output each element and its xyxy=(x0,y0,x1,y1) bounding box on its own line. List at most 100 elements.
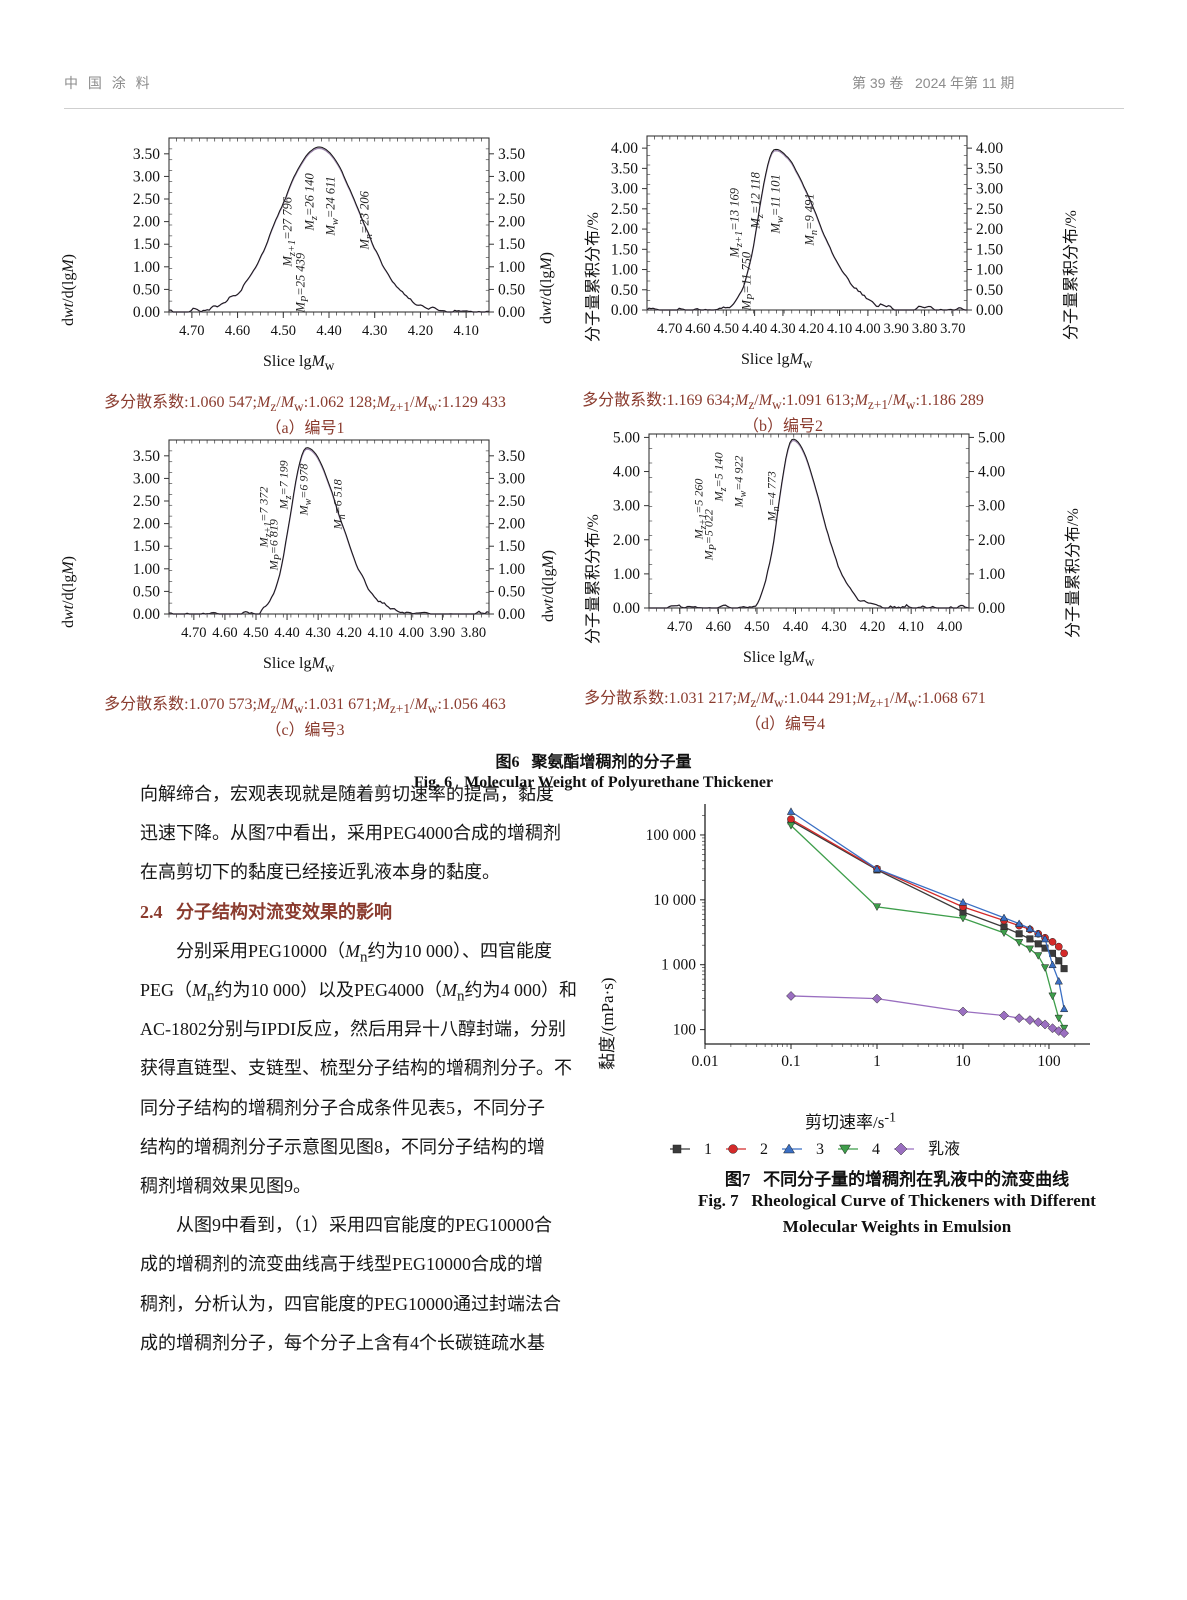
svg-text:3.00: 3.00 xyxy=(133,470,160,487)
svg-text:3.50: 3.50 xyxy=(133,146,160,163)
svg-text:0.00: 0.00 xyxy=(498,304,525,321)
svg-text:1.50: 1.50 xyxy=(133,236,160,253)
svg-text:4.60: 4.60 xyxy=(685,321,710,337)
svg-text:3.00: 3.00 xyxy=(976,181,1003,198)
svg-text:1.50: 1.50 xyxy=(611,241,638,258)
svg-text:0.00: 0.00 xyxy=(133,606,160,623)
svg-text:3.80: 3.80 xyxy=(912,321,937,337)
svg-text:2.50: 2.50 xyxy=(976,201,1003,218)
svg-text:0.00: 0.00 xyxy=(498,606,525,623)
svg-text:1.00: 1.00 xyxy=(976,262,1003,279)
svg-text:2.00: 2.00 xyxy=(613,532,640,549)
svg-text:3.00: 3.00 xyxy=(133,168,160,185)
svg-text:4.20: 4.20 xyxy=(860,619,885,635)
svg-text:4.40: 4.40 xyxy=(316,323,341,339)
svg-text:4.00: 4.00 xyxy=(976,140,1003,157)
svg-text:1.50: 1.50 xyxy=(133,538,160,555)
svg-text:3.50: 3.50 xyxy=(498,146,525,163)
svg-text:2.50: 2.50 xyxy=(133,493,160,510)
svg-text:1.00: 1.00 xyxy=(133,259,160,276)
svg-text:3.90: 3.90 xyxy=(430,625,455,641)
svg-text:1.50: 1.50 xyxy=(498,236,525,253)
svg-text:0.50: 0.50 xyxy=(133,583,160,600)
svg-text:2.50: 2.50 xyxy=(498,191,525,208)
svg-text:0.00: 0.00 xyxy=(976,302,1003,319)
svg-text:0.00: 0.00 xyxy=(611,302,638,319)
svg-text:1.50: 1.50 xyxy=(976,241,1003,258)
svg-text:0.50: 0.50 xyxy=(976,282,1003,299)
svg-text:3.00: 3.00 xyxy=(498,470,525,487)
svg-text:4.60: 4.60 xyxy=(706,619,731,635)
svg-text:4.60: 4.60 xyxy=(225,323,250,339)
svg-text:1.00: 1.00 xyxy=(133,561,160,578)
svg-text:100 000: 100 000 xyxy=(646,827,697,844)
svg-text:4.50: 4.50 xyxy=(714,321,739,337)
svg-text:2.00: 2.00 xyxy=(133,214,160,231)
svg-text:4.50: 4.50 xyxy=(744,619,769,635)
svg-text:2.00: 2.00 xyxy=(498,516,525,533)
svg-text:4.70: 4.70 xyxy=(657,321,682,337)
svg-text:2.50: 2.50 xyxy=(498,493,525,510)
svg-text:4.00: 4.00 xyxy=(613,464,640,481)
svg-text:4.60: 4.60 xyxy=(212,625,237,641)
svg-text:0.01: 0.01 xyxy=(691,1053,718,1070)
svg-text:2.50: 2.50 xyxy=(611,201,638,218)
svg-text:1.00: 1.00 xyxy=(498,561,525,578)
svg-text:1.00: 1.00 xyxy=(613,566,640,583)
svg-text:4.10: 4.10 xyxy=(827,321,852,337)
svg-text:4.30: 4.30 xyxy=(305,625,330,641)
svg-text:1 000: 1 000 xyxy=(661,957,696,974)
svg-text:4.50: 4.50 xyxy=(243,625,268,641)
svg-text:3.00: 3.00 xyxy=(978,498,1005,515)
svg-text:4.10: 4.10 xyxy=(898,619,923,635)
svg-text:0.1: 0.1 xyxy=(781,1053,800,1070)
svg-text:4.50: 4.50 xyxy=(271,323,296,339)
svg-text:5.00: 5.00 xyxy=(978,429,1005,446)
svg-text:0.50: 0.50 xyxy=(133,281,160,298)
svg-text:1.50: 1.50 xyxy=(498,538,525,555)
svg-text:10: 10 xyxy=(955,1053,971,1070)
svg-text:1.00: 1.00 xyxy=(978,566,1005,583)
svg-text:2.00: 2.00 xyxy=(133,516,160,533)
svg-text:4.30: 4.30 xyxy=(821,619,846,635)
svg-text:1.00: 1.00 xyxy=(611,262,638,279)
svg-text:3.50: 3.50 xyxy=(611,160,638,177)
svg-text:4.20: 4.20 xyxy=(799,321,824,337)
svg-text:4.00: 4.00 xyxy=(855,321,880,337)
svg-text:0.50: 0.50 xyxy=(498,583,525,600)
svg-text:4.40: 4.40 xyxy=(274,625,299,641)
svg-text:0.50: 0.50 xyxy=(498,281,525,298)
svg-text:1.00: 1.00 xyxy=(498,259,525,276)
svg-text:4.40: 4.40 xyxy=(742,321,767,337)
svg-text:100: 100 xyxy=(1037,1053,1061,1070)
svg-text:4.70: 4.70 xyxy=(179,323,204,339)
svg-text:4.20: 4.20 xyxy=(408,323,433,339)
svg-text:0.00: 0.00 xyxy=(133,304,160,321)
svg-text:3.50: 3.50 xyxy=(976,160,1003,177)
svg-text:4.00: 4.00 xyxy=(937,619,962,635)
svg-text:5.00: 5.00 xyxy=(613,429,640,446)
svg-text:2.00: 2.00 xyxy=(498,214,525,231)
svg-text:4.70: 4.70 xyxy=(181,625,206,641)
svg-text:4.00: 4.00 xyxy=(611,140,638,157)
svg-text:4.00: 4.00 xyxy=(399,625,424,641)
svg-text:4.10: 4.10 xyxy=(453,323,478,339)
svg-text:2.00: 2.00 xyxy=(976,221,1003,238)
svg-text:0.50: 0.50 xyxy=(611,282,638,299)
svg-text:4.30: 4.30 xyxy=(362,323,387,339)
svg-text:4.00: 4.00 xyxy=(978,464,1005,481)
svg-text:4.40: 4.40 xyxy=(783,619,808,635)
svg-text:4.20: 4.20 xyxy=(337,625,362,641)
svg-text:3.00: 3.00 xyxy=(613,498,640,515)
svg-text:4.70: 4.70 xyxy=(667,619,692,635)
svg-text:3.90: 3.90 xyxy=(884,321,909,337)
svg-text:4.30: 4.30 xyxy=(770,321,795,337)
svg-text:0.00: 0.00 xyxy=(613,600,640,617)
svg-text:4.10: 4.10 xyxy=(368,625,393,641)
svg-text:2.00: 2.00 xyxy=(611,221,638,238)
svg-text:100: 100 xyxy=(673,1022,697,1039)
svg-text:3.50: 3.50 xyxy=(498,448,525,465)
svg-text:3.50: 3.50 xyxy=(133,448,160,465)
svg-text:2.50: 2.50 xyxy=(133,191,160,208)
svg-text:3.00: 3.00 xyxy=(611,181,638,198)
